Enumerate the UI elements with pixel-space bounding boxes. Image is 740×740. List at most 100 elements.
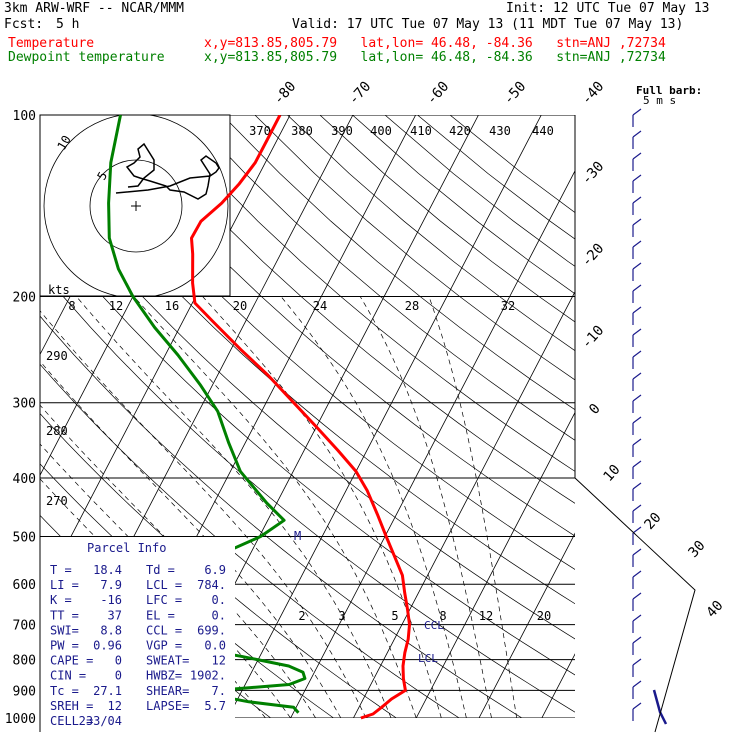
parcel-key: EL = — [146, 608, 175, 622]
mixing-ratio-label: 5 — [391, 609, 398, 623]
barb-legend-unit: 5 m s — [643, 94, 676, 107]
parcel-key: Td = — [146, 563, 175, 577]
isotherm-label: 0 — [586, 401, 604, 418]
dry-adiabat — [40, 131, 575, 605]
hodograph-kts-label: kts — [48, 283, 70, 297]
theta-label: 440 — [532, 124, 554, 138]
parcel-key: LCL = — [146, 578, 182, 592]
parcel-key: LFC = — [146, 593, 182, 607]
pressure-label-700: 700 — [13, 619, 36, 634]
dry-adiabat — [40, 268, 575, 713]
parcel-value: 37 — [108, 608, 122, 622]
pressure-axis-labels: 100 200 300 400 500 600 700 800 900 1000 — [5, 109, 36, 727]
parcel-value: 7.9 — [100, 578, 122, 592]
hodograph-ring-10 — [43, 115, 229, 296]
parcel-value: 7. — [212, 684, 226, 698]
hodograph-speed-tick: 8 — [68, 299, 75, 313]
wind-barbs: Full barb: 5 m s — [632, 84, 702, 725]
parcel-key: LAPSE= — [146, 699, 189, 713]
dry-adiabat — [157, 115, 575, 472]
dry-adiabat — [40, 315, 523, 718]
parcel-key: CCL = — [146, 623, 182, 637]
parcel-value: 8.8 — [100, 623, 122, 637]
hodograph-speed-tick: 24 — [313, 299, 327, 313]
marker-m: M — [294, 529, 301, 543]
mixing-ratio-label: 8 — [439, 609, 446, 623]
temperature-profile — [190, 115, 411, 720]
legend-dewpoint: Dewpoint temperature — [8, 50, 165, 65]
mixing-ratio-label: 20 — [537, 609, 551, 623]
moist-adiabat — [76, 296, 392, 718]
theta-label: 400 — [370, 124, 392, 138]
moist-adiabat — [280, 296, 467, 718]
mixing-ratio-label: 12 — [479, 609, 493, 623]
isotherm-label: -10 — [579, 323, 608, 353]
dry-adiabat — [287, 115, 575, 352]
moist-adiabat — [428, 296, 518, 718]
parcel-value: 27.1 — [93, 684, 122, 698]
moist-adiabat — [359, 296, 492, 718]
hodograph-speed-tick: 20 — [233, 299, 247, 313]
parcel-key: TT = — [50, 608, 79, 622]
theta-labels: 370 380 390 400 410 420 430 440 290 280 270 — [46, 124, 554, 508]
moist-adiabat — [40, 360, 342, 718]
isotherm-label: -40 — [579, 79, 608, 109]
valid-time: Valid: 17 UTC Tue 07 May 13 (11 MDT Tue … — [292, 17, 684, 32]
parcel-value: 1902. — [190, 669, 226, 683]
moist-adiabat — [40, 310, 367, 718]
legend-dewpoint-location: x,y=813.85,805.79 lat,lon= 46.48, -84.36… — [204, 50, 666, 65]
level-markers: M CCL LCL — [294, 529, 444, 665]
parcel-value: -16 — [100, 593, 122, 607]
hodograph-speed-tick: 16 — [165, 299, 179, 313]
isotherm-label: -80 — [271, 79, 300, 109]
parcel-key: SWI= — [50, 623, 79, 637]
pressure-label-200: 200 — [13, 291, 36, 306]
dry-adiabat — [40, 363, 460, 718]
temperature-line — [190, 115, 411, 720]
isotherm-line — [415, 411, 575, 718]
parcel-key: SREH = — [50, 699, 93, 713]
moist-adiabat — [40, 443, 291, 718]
parcel-info-title: Parcel Info — [87, 541, 166, 555]
marker-lcl: LCL — [418, 652, 438, 665]
theta-label: 290 — [46, 349, 68, 363]
parcel-key: CIN = — [50, 669, 86, 683]
parcel-key: SWEAT= — [146, 654, 189, 668]
parcel-value: 0 — [115, 669, 122, 683]
parcel-value: 0 — [115, 654, 122, 668]
parcel-key: CAPE = — [50, 654, 93, 668]
theta-label: 370 — [249, 124, 271, 138]
legend-temperature-location: x,y=813.85,805.79 lat,lon= 46.48, -84.36… — [204, 36, 666, 51]
hodograph-speed-tick: 32 — [501, 299, 515, 313]
theta-label: 420 — [449, 124, 471, 138]
isotherm-label: -60 — [424, 79, 453, 109]
isotherm-label: 10 — [600, 462, 623, 485]
theta-label: 270 — [46, 494, 68, 508]
parcel-value: 0.96 — [93, 639, 122, 653]
dry-adiabat — [222, 115, 575, 411]
isotherm-label: -30 — [579, 159, 608, 189]
parcel-key: Tc = — [50, 684, 79, 698]
forecast-hours: 5 h — [56, 17, 80, 32]
dry-adiabat — [91, 115, 575, 537]
pressure-label-100: 100 — [13, 109, 36, 124]
dry-adiabat — [254, 115, 575, 381]
pressure-label-900: 900 — [13, 684, 36, 699]
parcel-key: K = — [50, 593, 72, 607]
isotherm-label: 30 — [685, 538, 708, 561]
chart-header: 3km ARW-WRF -- NCAR/MMM Init: 12 UTC Tue… — [0, 0, 740, 70]
parcel-key: PW = — [50, 639, 79, 653]
pressure-label-600: 600 — [13, 578, 36, 593]
hodograph-speed-tick: 12 — [109, 299, 123, 313]
dry-adiabat — [189, 115, 575, 441]
isotherm-line — [227, 115, 542, 718]
parcel-key: VGP = — [146, 639, 182, 653]
parcel-value: 699. — [197, 623, 226, 637]
dry-adiabat — [59, 115, 575, 570]
marker-ccl: CCL — [424, 619, 444, 632]
isotherm-label: -50 — [501, 79, 530, 109]
theta-label: 410 — [410, 124, 432, 138]
parcel-key: T = — [50, 563, 72, 577]
